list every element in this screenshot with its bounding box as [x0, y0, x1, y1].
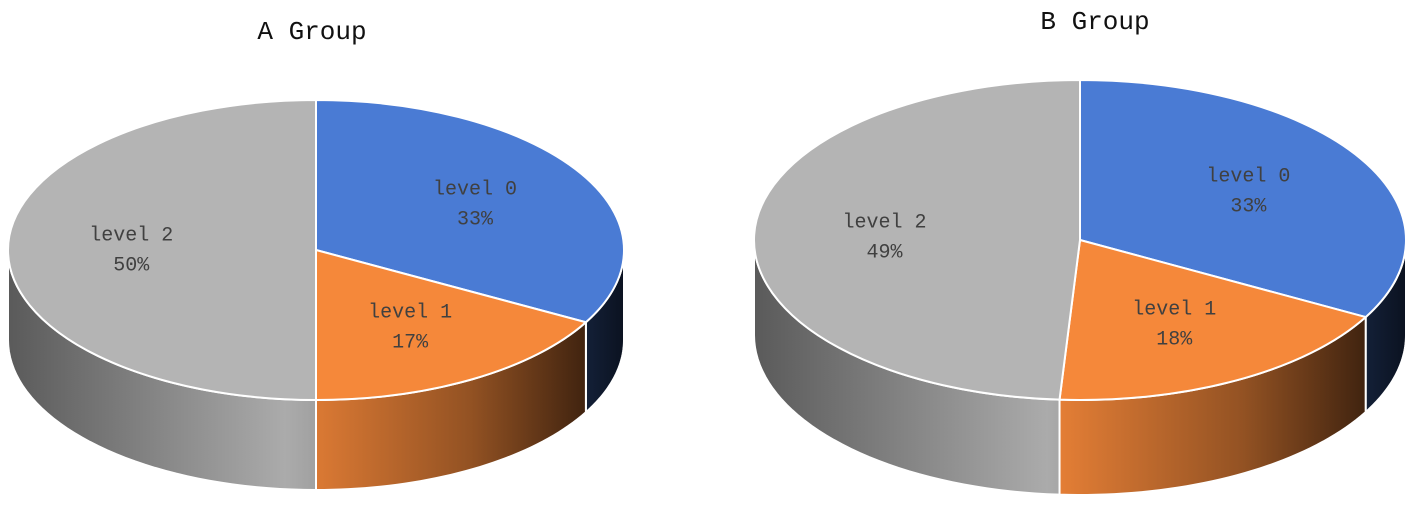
- data-label: 33%: [1230, 195, 1267, 218]
- slice: [315, 98, 625, 324]
- slice: [1079, 78, 1408, 319]
- data-label: 17%: [392, 332, 429, 355]
- data-label: 50%: [113, 254, 150, 277]
- data-label-category: level 2: [89, 224, 173, 247]
- data-label-category: level 0: [1206, 165, 1290, 188]
- slice: [315, 248, 588, 402]
- data-label-category: level 2: [842, 211, 926, 234]
- data-label-category: level 1: [368, 302, 452, 325]
- data-label: 33%: [457, 208, 494, 231]
- slice: [1058, 238, 1368, 401]
- chart-title: B Group: [1040, 7, 1149, 37]
- slice: [753, 78, 1081, 401]
- data-label-category: level 0: [433, 178, 517, 201]
- data-label: 49%: [866, 241, 903, 264]
- data-label-category: level 1: [1132, 298, 1216, 321]
- slice: [7, 98, 317, 402]
- chart-title: A Group: [257, 17, 366, 47]
- data-label: 18%: [1156, 328, 1193, 351]
